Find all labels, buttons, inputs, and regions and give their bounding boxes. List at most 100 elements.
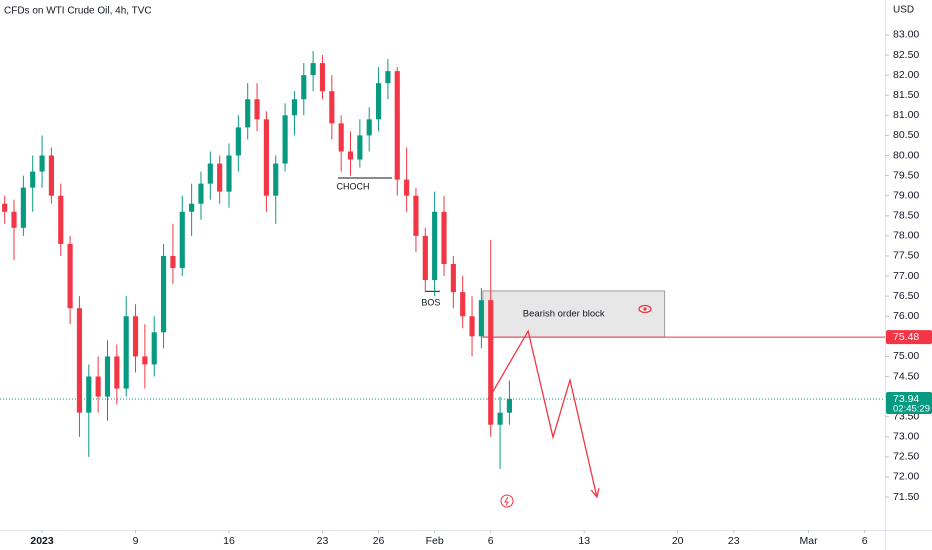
candle-body [48, 155, 54, 196]
candle-body [347, 151, 354, 160]
x-tick-label: 9 [133, 535, 139, 547]
y-tick-label: 80.50 [893, 129, 919, 141]
candle-body [441, 211, 447, 264]
y-tick-label: 78.50 [893, 210, 919, 222]
visibility-icon[interactable] [638, 304, 652, 314]
price-badge [886, 330, 932, 345]
candle-body [310, 63, 316, 76]
candle-body [245, 99, 251, 128]
x-tick-label: 13 [578, 535, 590, 547]
candle-body [301, 75, 307, 100]
y-tick-label: 77.50 [893, 250, 919, 262]
x-tick-label: 23 [728, 535, 740, 547]
y-tick-label: 82.50 [893, 49, 919, 61]
y-tick-label: 79.00 [893, 189, 919, 201]
candle-body [142, 356, 148, 365]
y-tick-label: 81.50 [893, 89, 919, 101]
candle-body [132, 316, 139, 357]
candle-body [506, 399, 512, 413]
candle-body [207, 163, 213, 184]
candle-body [198, 183, 204, 204]
x-tick-label: 23 [317, 535, 329, 547]
candle-body [385, 71, 391, 84]
candle-body [170, 255, 176, 269]
y-tick-label: 80.00 [893, 149, 919, 161]
alert-icon[interactable] [500, 494, 514, 508]
alert-circle[interactable] [500, 494, 514, 508]
candle-body [67, 243, 73, 309]
x-tick-label: 6 [488, 535, 494, 547]
candle-body [189, 203, 195, 212]
y-tick-label: 71.50 [893, 491, 919, 503]
candle-body [151, 332, 157, 365]
candle-body [30, 171, 36, 188]
candle-body [291, 99, 298, 116]
order-block-label: Bearish order block [523, 309, 605, 320]
candle-body [404, 179, 410, 196]
y-tick-label: 72.50 [893, 451, 919, 463]
candle-body [273, 163, 279, 196]
candle-body [95, 376, 101, 397]
eye-outline[interactable] [638, 304, 652, 314]
y-tick-label: 81.00 [893, 109, 919, 121]
candle-body [432, 211, 438, 281]
y-tick-label: 72.00 [893, 471, 919, 483]
candle-body [469, 316, 475, 337]
currency: USD [893, 5, 914, 16]
choch-label: CHOCH [337, 181, 370, 191]
alert-bolt[interactable] [504, 496, 509, 506]
y-tick-label: 75.00 [893, 350, 919, 362]
x-tick-label: 20 [672, 535, 684, 547]
chart-title: CFDs on WTI Crude Oil, 4h, TVC [4, 6, 152, 17]
candle-body [497, 412, 503, 425]
candle-body [338, 123, 344, 152]
candle-body [2, 203, 8, 212]
y-tick-label: 73.00 [893, 431, 919, 443]
candle-body [450, 263, 456, 293]
candle-body [11, 211, 17, 228]
y-tick-label: 74.50 [893, 370, 919, 382]
x-tick-label: 16 [223, 535, 235, 547]
y-tick-label: 79.50 [893, 169, 919, 181]
candle-body [413, 195, 419, 236]
candle-body [366, 119, 372, 136]
candle-body [460, 292, 466, 317]
candle-body [20, 187, 26, 228]
candle-body [76, 308, 83, 413]
current-price-badge [886, 392, 932, 415]
x-tick-label: 6 [862, 535, 868, 547]
candle-body [329, 91, 335, 124]
eye-pupil[interactable] [643, 307, 647, 311]
candle-body [161, 255, 167, 333]
candle-body [58, 195, 64, 244]
candle-body [217, 163, 223, 192]
x-tick-label: 2023 [30, 535, 54, 547]
candle-body [319, 63, 326, 92]
y-tick-label: 77.00 [893, 270, 919, 282]
candle-body [123, 316, 129, 389]
candle-body [478, 300, 484, 337]
y-tick-label: 78.00 [893, 230, 919, 242]
projection-arrowhead [590, 488, 600, 499]
candle-body [375, 83, 382, 120]
current-price-label: 73.94 [893, 393, 919, 405]
price-badge-label: 75.48 [893, 331, 919, 343]
candle-body [104, 356, 111, 397]
candle-body [226, 155, 232, 192]
candle-body [235, 127, 241, 156]
candle-body [179, 211, 185, 269]
candle-body [488, 300, 494, 425]
x-tick-label: Feb [426, 535, 444, 547]
x-tick-label: Mar [799, 535, 818, 547]
projection-path [487, 329, 598, 498]
candle-body [357, 135, 363, 160]
y-tick-label: 76.00 [893, 310, 919, 322]
y-tick-label: 82.00 [893, 69, 919, 81]
y-tick-label: 83.00 [893, 29, 919, 41]
candle-body [254, 99, 260, 120]
candle-body [263, 119, 269, 196]
order-block [482, 290, 666, 338]
candle-body [86, 376, 92, 413]
